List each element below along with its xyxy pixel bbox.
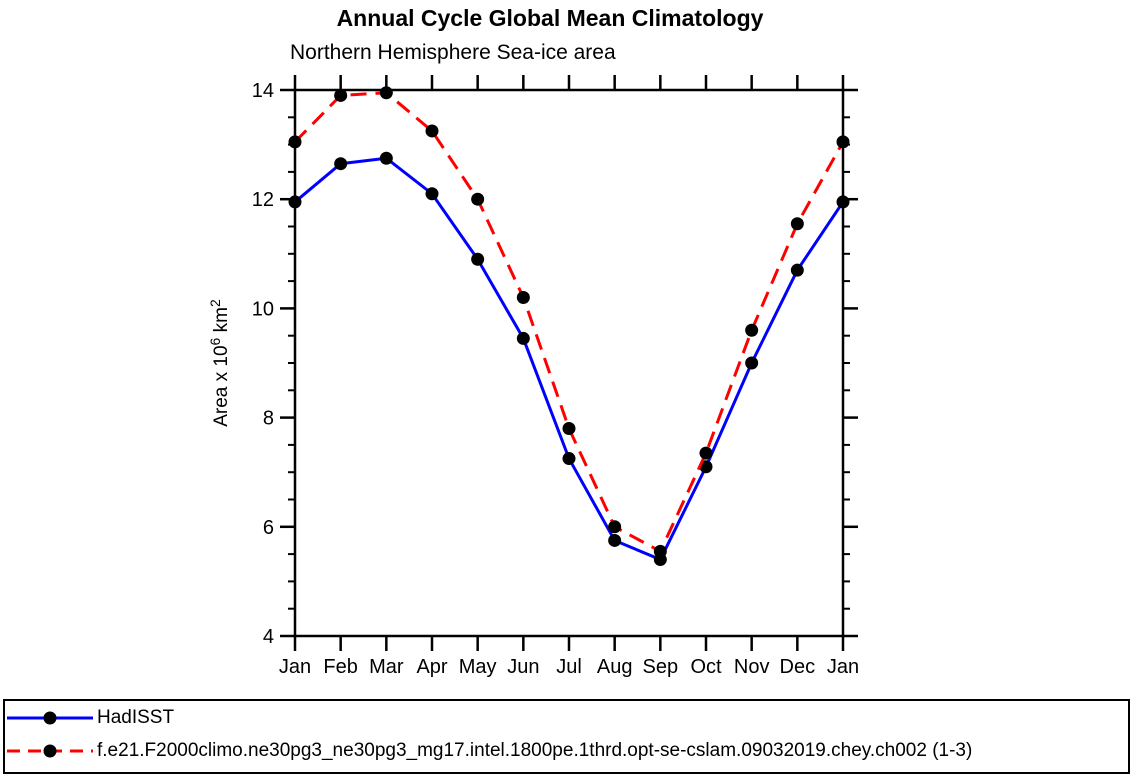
x-tick-label: Oct (690, 656, 722, 678)
data-point-marker (699, 446, 713, 460)
plot-frame (293, 88, 845, 638)
y-tick-label: 14 (252, 80, 274, 102)
y-tick-label: 6 (263, 517, 274, 539)
x-tick-label: Feb (323, 656, 357, 678)
data-point-marker (790, 217, 804, 231)
chart-title: Annual Cycle Global Mean Climatology (336, 5, 764, 31)
axes-layer: 4 6 8 10 12 14 Jan Feb Mar Apr May Jun Jul Aug Sep Oct N… (207, 75, 859, 678)
legend-line-sample (7, 744, 93, 758)
data-point-marker (562, 422, 576, 436)
legend-line-sample (7, 711, 93, 725)
x-tick-label: Dec (780, 656, 816, 678)
legend-sample-marker (43, 744, 57, 758)
legend-item: HadISST (6, 707, 175, 728)
legend-item-label: HadISST (97, 707, 175, 728)
y-tick-label: 10 (252, 298, 274, 320)
legend-sample-marker (43, 711, 57, 725)
data-point-marker (608, 520, 622, 534)
x-tick-label: May (459, 656, 497, 678)
x-tick-label: Nov (734, 656, 770, 678)
y-tick-label: 12 (252, 189, 274, 211)
data-point-marker (425, 124, 439, 138)
legend-item: f.e21.F2000climo.ne30pg3_ne30pg3_mg17.in… (6, 740, 973, 761)
data-point-marker (471, 192, 485, 206)
x-tick-label: Sep (643, 656, 679, 678)
series-line-1 (293, 91, 845, 554)
x-tick-label: Jan (279, 656, 311, 678)
data-point-marker (836, 195, 850, 209)
data-point-marker (516, 331, 530, 345)
y-tick-label: 8 (263, 408, 274, 430)
data-point-marker (745, 323, 759, 337)
data-point-marker (608, 533, 622, 547)
data-point-marker (790, 263, 804, 277)
x-tick-label: Jul (556, 656, 582, 678)
data-point-marker (836, 135, 850, 149)
data-point-marker (379, 86, 393, 100)
data-point-marker (653, 544, 667, 558)
x-tick-label: Mar (369, 656, 404, 678)
x-tick-label: Jun (507, 656, 539, 678)
series-layer (288, 86, 850, 567)
data-point-marker (288, 195, 302, 209)
data-point-marker (334, 157, 348, 171)
y-axis-label: Area x 106 km2 (207, 299, 232, 427)
annual-cycle-line-chart: 4 6 8 10 12 14 Jan Feb Mar Apr May Jun Jul Aug Sep Oct N… (207, 75, 859, 678)
legend-item-label: f.e21.F2000climo.ne30pg3_ne30pg3_mg17.in… (97, 740, 973, 761)
x-tick-label: Aug (597, 656, 633, 678)
data-point-marker (516, 290, 530, 304)
data-point-marker (745, 356, 759, 370)
data-point-marker (471, 252, 485, 266)
data-point-marker (288, 135, 302, 149)
series-line-0 (294, 156, 845, 562)
data-point-marker (334, 88, 348, 102)
x-tick-label: Apr (416, 656, 447, 678)
data-point-marker (425, 187, 439, 201)
data-point-marker (379, 151, 393, 165)
x-tick-label: Jan (827, 656, 859, 678)
data-point-marker (562, 452, 576, 466)
y-tick-label: 4 (263, 626, 274, 648)
chart-subtitle: Northern Hemisphere Sea-ice area (290, 41, 616, 64)
legend-box: HadISST f.e21.F2000climo.ne30pg3_ne30pg3… (3, 699, 1130, 774)
